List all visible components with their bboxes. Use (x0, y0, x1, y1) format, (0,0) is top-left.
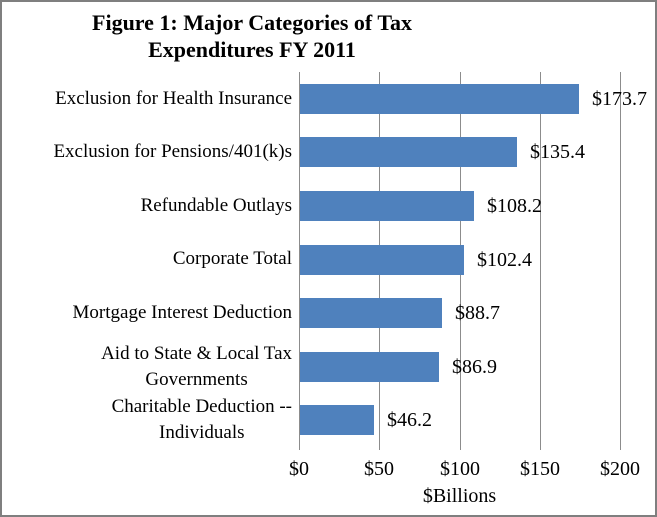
category-label-text: Charitable Deduction -- Individuals (111, 396, 292, 444)
chart-title-line-2: Expenditures FY 2011 (148, 37, 356, 62)
value-label-3: $102.4 (477, 248, 532, 271)
category-label-row-4: Mortgage Interest Deduction (8, 286, 292, 340)
category-label-row-3: Corporate Total (8, 233, 292, 287)
value-label-0: $173.7 (592, 87, 647, 110)
value-label-4: $88.7 (455, 302, 500, 325)
category-label-row-2: Refundable Outlays (8, 179, 292, 233)
bar-6 (300, 405, 374, 436)
x-tick-label-0: $0 (289, 458, 309, 480)
category-label-row-0: Exclusion for Health Insurance (8, 72, 292, 126)
plot-area (299, 72, 621, 450)
value-label-5: $86.9 (452, 355, 497, 378)
bar-1 (300, 137, 517, 168)
x-axis-label: $Billions (422, 485, 497, 507)
gridline-200 (620, 72, 621, 450)
bar-3 (300, 244, 464, 275)
x-tick-label-50: $50 (364, 458, 394, 480)
category-label-row-5: Aid to State & Local Tax Governments (8, 340, 292, 394)
bar-4 (300, 298, 442, 329)
chart-title-line-1: Figure 1: Major Categories of Tax (92, 10, 412, 35)
category-label-text: Exclusion for Pensions/401(k)s (53, 141, 292, 163)
x-tick-label-200: $200 (600, 458, 640, 480)
x-tick-label-150: $150 (520, 458, 560, 480)
category-label-row-6: Charitable Deduction -- Individuals (8, 393, 292, 447)
category-label-row-1: Exclusion for Pensions/401(k)s (8, 126, 292, 180)
category-label-text: Aid to State & Local Tax Governments (101, 342, 292, 390)
bar-5 (300, 351, 439, 382)
bar-0 (300, 83, 579, 114)
x-tick-label-100: $100 (440, 458, 480, 480)
chart-title: Figure 1: Major Categories of Tax Expend… (42, 9, 462, 63)
category-label-text: Mortgage Interest Deduction (72, 302, 292, 324)
value-label-6: $46.2 (387, 409, 432, 432)
value-label-2: $108.2 (487, 194, 542, 217)
bar-2 (300, 190, 474, 221)
category-label-text: Exclusion for Health Insurance (55, 87, 292, 109)
value-label-1: $135.4 (530, 141, 585, 164)
gridline-150 (540, 72, 541, 450)
category-label-text: Corporate Total (172, 248, 292, 270)
category-label-text: Refundable Outlays (140, 194, 292, 216)
y-axis-line (299, 72, 300, 450)
